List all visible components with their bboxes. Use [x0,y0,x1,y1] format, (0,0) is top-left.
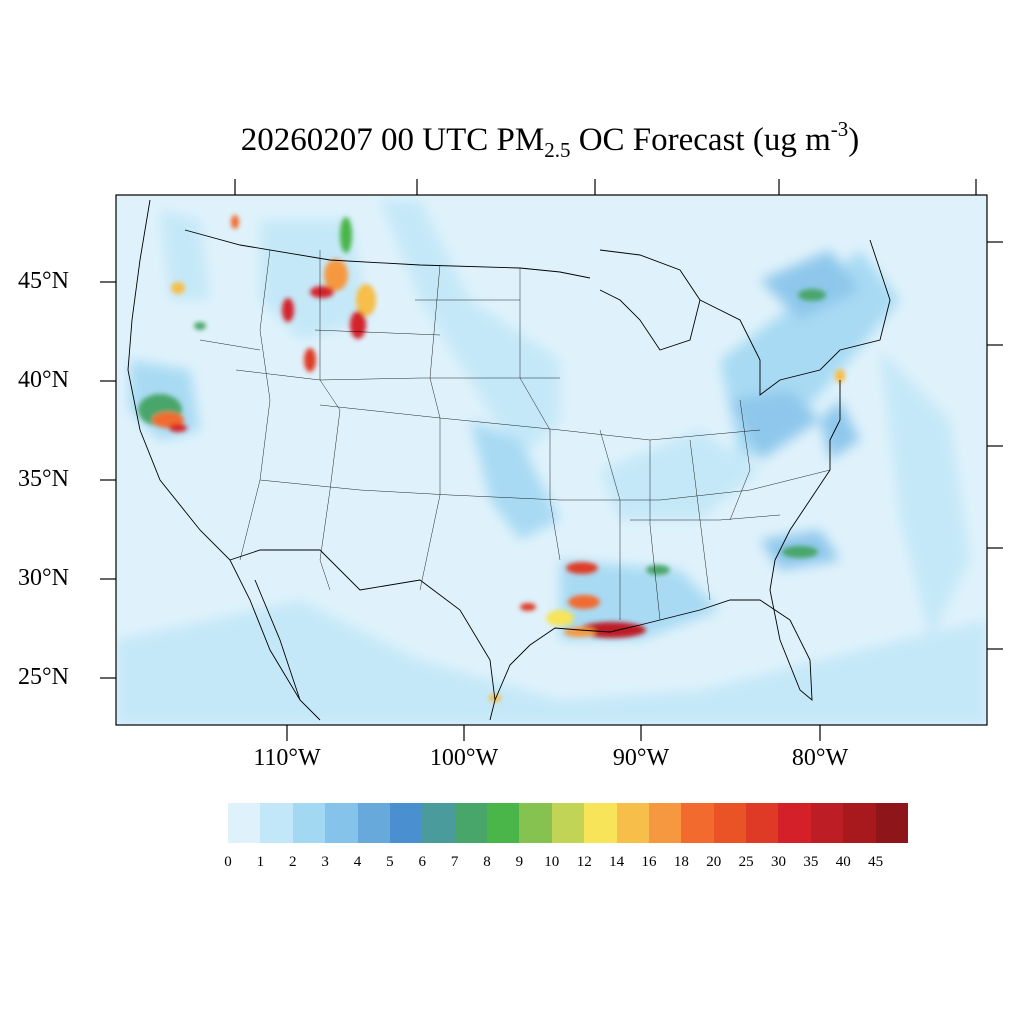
legend-labels: 0 1 2 3 4 5 6 7 8 9 10 12 14 16 18 20 25 30 35 40 45 [224,854,908,876]
legend-swatch [228,803,261,843]
concentration-field [116,199,987,725]
legend-swatch [875,803,908,843]
legend-label: 12 [576,854,592,870]
lat-label-25n: 25°N [18,664,69,690]
legend-label: 3 [321,854,329,870]
legend-swatch [357,803,390,843]
legend-label: 16 [641,854,657,870]
lat-label-40n: 40°N [18,367,69,393]
legend-label: 10 [544,854,560,870]
lon-label-100w: 100°W [429,745,499,771]
legend-label: 1 [256,854,265,870]
legend-label: 6 [418,854,427,870]
legend-label: 14 [609,854,625,870]
legend-label: 4 [353,854,362,870]
map-frame [115,194,988,726]
legend-label: 20 [706,854,722,870]
legend-swatch [422,803,455,843]
legend-swatch [648,803,682,843]
legend-label: 25 [738,854,754,870]
legend-swatch [746,803,779,843]
legend-swatch [292,803,326,843]
lat-label-45n: 45°N [18,268,69,294]
color-legend [228,803,908,843]
lon-label-80w: 80°W [791,745,849,771]
legend-label: 40 [835,854,851,870]
legend-swatch [260,803,293,843]
legend-label: 7 [450,854,459,870]
lat-label-30n: 30°N [18,565,69,591]
legend-label: 8 [483,854,491,870]
axis-ticks [100,179,1003,741]
chart-title: 20260207 00 UTC PM2.5 OC Forecast (ug m-… [240,117,860,162]
legend-label: 18 [673,854,689,870]
legend-swatch [519,803,552,843]
legend-swatch [681,803,714,843]
legend-swatch [325,803,358,843]
legend-swatch [584,803,617,843]
legend-swatch [454,803,487,843]
lat-label-35n: 35°N [18,466,69,492]
legend-swatch [810,803,844,843]
legend-swatch [487,803,520,843]
lon-label-90w: 90°W [612,745,670,771]
legend-label: 5 [386,854,394,870]
legend-swatch [843,803,876,843]
legend-label: 35 [803,854,819,870]
legend-label: 2 [289,854,297,870]
legend-swatch [616,803,649,843]
legend-swatch [389,803,423,843]
legend-label: 9 [515,854,524,870]
lon-label-110w: 110°W [253,745,321,771]
legend-label: 0 [224,854,232,870]
legend-label: 30 [770,854,786,870]
legend-label: 45 [868,854,884,870]
legend-swatch [713,803,746,843]
legend-swatch [778,803,811,843]
legend-swatch [551,803,585,843]
